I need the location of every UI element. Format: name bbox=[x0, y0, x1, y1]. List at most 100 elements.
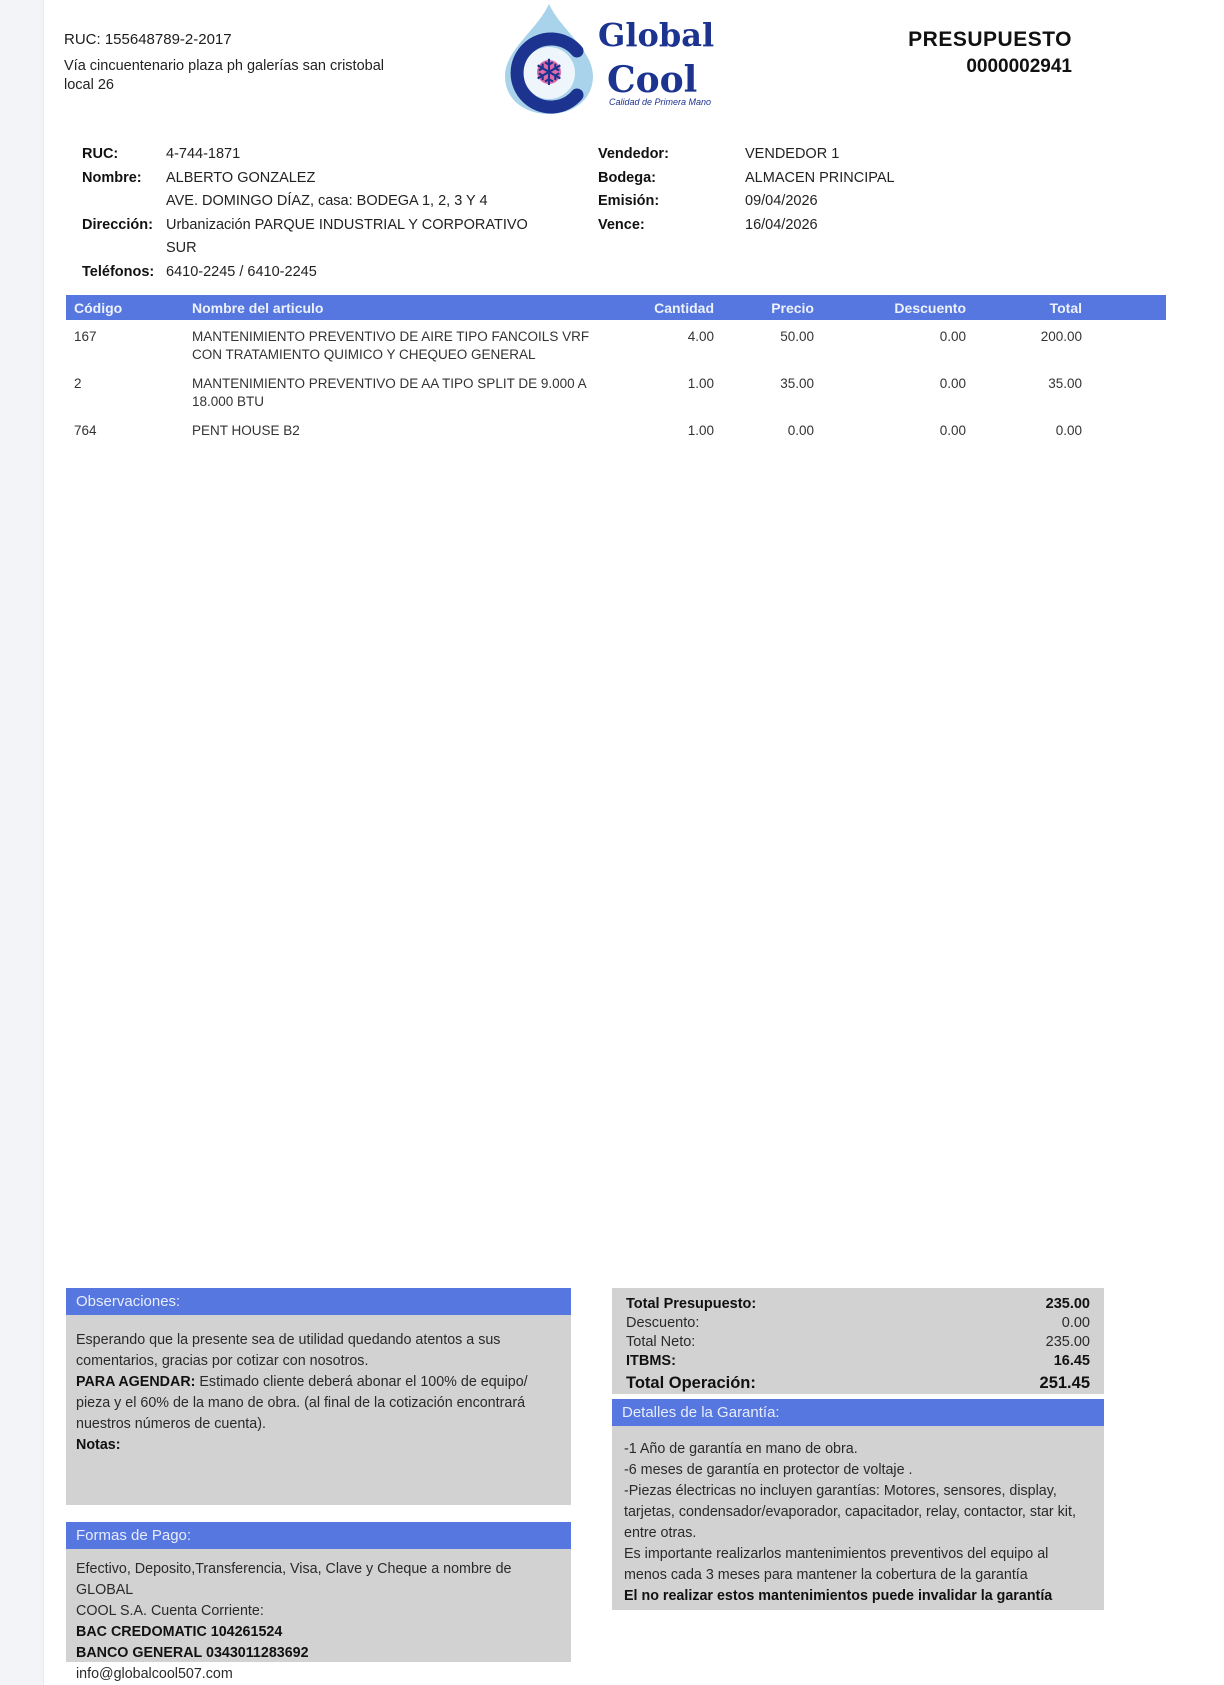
cell-nombre: MANTENIMIENTO PREVENTIVO DE AA TIPO SPLI… bbox=[192, 376, 587, 409]
bodega-label: Bodega: bbox=[598, 169, 656, 186]
total-neto-label: Total Neto: bbox=[626, 1334, 696, 1350]
bodega-row: Bodega: ALMACEN PRINCIPAL bbox=[598, 167, 1028, 191]
snowflake-icon: ❄ bbox=[534, 52, 564, 93]
cell-precio: 0.00 bbox=[787, 423, 814, 438]
itbms-value: 16.45 bbox=[1053, 1353, 1090, 1369]
company-logo: ❄ Global Cool Calidad de Primera Mano bbox=[487, 2, 717, 116]
garantia-warning: El no realizar estos mantenimientos pued… bbox=[624, 1588, 1053, 1604]
cell-precio: 50.00 bbox=[780, 329, 814, 344]
para-agendar-text: Estimado cliente deberá abonar el 100% d… bbox=[76, 1374, 528, 1432]
client-info-left: RUC: 4-744-1871 Nombre: ALBERTO GONZALEZ… bbox=[82, 143, 582, 284]
total-presupuesto-value: 235.00 bbox=[1045, 1296, 1090, 1312]
formas-pago-header: Formas de Pago: bbox=[66, 1522, 571, 1549]
total-presupuesto-row: Total Presupuesto: 235.00 bbox=[626, 1295, 1090, 1314]
col-header-nombre: Nombre del articulo bbox=[192, 299, 324, 316]
emision-row: Emisión: 09/04/2026 bbox=[598, 190, 1028, 214]
garantia-header: Detalles de la Garantía: bbox=[612, 1399, 1104, 1426]
client-ruc-label: RUC: bbox=[82, 146, 119, 162]
cell-descuento: 0.00 bbox=[939, 329, 966, 344]
total-neto-value: 235.00 bbox=[1045, 1334, 1090, 1350]
snowflake-center bbox=[537, 60, 561, 84]
emision-label: Emisión: bbox=[598, 193, 660, 209]
doc-number: 0000002941 bbox=[966, 56, 1072, 77]
client-direccion-row: Dirección: AVE. DOMINGO DÍAZ, casa: BODE… bbox=[82, 190, 582, 261]
cell-codigo: 2 bbox=[74, 376, 82, 391]
col-header-codigo: Código bbox=[74, 299, 123, 316]
descuento-value: 0.00 bbox=[1061, 1315, 1090, 1331]
cell-nombre: PENT HOUSE B2 bbox=[192, 423, 300, 438]
total-operacion-value: 251.45 bbox=[1039, 1374, 1090, 1392]
client-direccion-value: AVE. DOMINGO DÍAZ, casa: BODEGA 1, 2, 3 … bbox=[166, 193, 528, 256]
formas-pago-intro: Efectivo, Deposito,Transferencia, Visa, … bbox=[76, 1561, 512, 1619]
observaciones-para1: Esperando que la presente sea de utilida… bbox=[76, 1332, 501, 1369]
bodega-value: ALMACEN PRINCIPAL bbox=[745, 169, 895, 186]
descuento-row: Descuento: 0.00 bbox=[626, 1314, 1090, 1333]
items-table: Código Nombre del articulo Cantidad Prec… bbox=[66, 295, 1166, 440]
logo-word-global: Global bbox=[598, 16, 714, 54]
items-table-body: 167 MANTENIMIENTO PREVENTIVO DE AIRE TIP… bbox=[66, 320, 1166, 440]
vence-row: Vence: 16/04/2026 bbox=[598, 214, 1028, 238]
items-table-header: Código Nombre del articulo Cantidad Prec… bbox=[66, 295, 1166, 320]
observaciones-body: Esperando que la presente sea de utilida… bbox=[66, 1315, 571, 1505]
vendedor-value: VENDEDOR 1 bbox=[745, 146, 840, 162]
total-presupuesto-label: Total Presupuesto: bbox=[626, 1296, 757, 1312]
total-neto-row: Total Neto: 235.00 bbox=[626, 1333, 1090, 1352]
client-telefonos-value: 6410-2245 / 6410-2245 bbox=[166, 263, 317, 280]
client-telefonos-row: Teléfonos: 6410-2245 / 6410-2245 bbox=[82, 261, 582, 285]
col-header-descuento: Descuento bbox=[894, 299, 966, 316]
itbms-row: ITBMS: 16.45 bbox=[626, 1352, 1090, 1371]
notas-label: Notas: bbox=[76, 1437, 121, 1453]
logo-graphic: ❄ Global Cool Calidad de Primera Mano bbox=[505, 4, 714, 114]
cell-nombre: MANTENIMIENTO PREVENTIVO DE AIRE TIPO FA… bbox=[192, 329, 590, 362]
client-ruc-row: RUC: 4-744-1871 bbox=[82, 143, 582, 167]
scan-page-edge bbox=[0, 0, 44, 1685]
logo-word-cool: Cool bbox=[607, 59, 697, 101]
col-header-total: Total bbox=[1049, 299, 1082, 316]
descuento-label: Descuento: bbox=[626, 1315, 700, 1331]
col-header-precio: Precio bbox=[771, 299, 814, 316]
logo-tagline: Calidad de Primera Mano bbox=[609, 97, 711, 107]
formas-pago-body: Efectivo, Deposito,Transferencia, Visa, … bbox=[66, 1549, 571, 1682]
cell-codigo: 764 bbox=[74, 423, 97, 438]
garantia-body: -1 Año de garantía en mano de obra. -6 m… bbox=[612, 1426, 1104, 1610]
observaciones-para2: PARA AGENDAR: Estimado cliente deberá ab… bbox=[76, 1372, 561, 1435]
cell-descuento: 0.00 bbox=[939, 423, 966, 438]
logo-c-swoosh bbox=[510, 32, 584, 114]
cell-total: 35.00 bbox=[1048, 376, 1082, 391]
cell-cantidad: 4.00 bbox=[687, 329, 714, 344]
garantia-line: -6 meses de garantía en protector de vol… bbox=[624, 1462, 913, 1478]
vendedor-label: Vendedor: bbox=[598, 146, 669, 162]
cell-codigo: 167 bbox=[74, 329, 97, 344]
client-info-right: Vendedor: VENDEDOR 1 Bodega: ALMACEN PRI… bbox=[598, 143, 1028, 237]
para-agendar-label: PARA AGENDAR: bbox=[76, 1374, 196, 1390]
emision-value: 09/04/2026 bbox=[745, 193, 818, 209]
total-operacion-label: Total Operación: bbox=[626, 1374, 756, 1392]
garantia-line: -Piezas électricas no incluyen garantías… bbox=[624, 1483, 1076, 1541]
contact-email: info@globalcool507.com bbox=[76, 1666, 233, 1682]
observaciones-header: Observaciones: bbox=[66, 1288, 571, 1315]
client-nombre-label: Nombre: bbox=[82, 169, 142, 186]
company-ruc: RUC: 155648789-2-2017 bbox=[64, 31, 232, 48]
cuenta-bac: BAC CREDOMATIC 104261524 bbox=[76, 1624, 283, 1640]
client-telefonos-label: Teléfonos: bbox=[82, 263, 155, 280]
client-ruc-value: 4-744-1871 bbox=[166, 146, 241, 162]
company-info: RUC: 155648789-2-2017 Vía cincuentenario… bbox=[64, 31, 464, 95]
document-id-block: PRESUPUESTO 0000002941 bbox=[790, 28, 1072, 78]
vence-label: Vence: bbox=[598, 216, 645, 233]
itbms-label: ITBMS: bbox=[626, 1353, 676, 1369]
totals-box: Total Presupuesto: 235.00 Descuento: 0.0… bbox=[612, 1288, 1104, 1394]
item-row: 167 MANTENIMIENTO PREVENTIVO DE AIRE TIP… bbox=[66, 328, 1166, 364]
client-nombre-row: Nombre: ALBERTO GONZALEZ bbox=[82, 167, 582, 191]
vendedor-row: Vendedor: VENDEDOR 1 bbox=[598, 143, 1028, 167]
cell-precio: 35.00 bbox=[780, 376, 814, 391]
doc-title: PRESUPUESTO bbox=[908, 28, 1072, 51]
cell-descuento: 0.00 bbox=[939, 376, 966, 391]
col-header-cantidad: Cantidad bbox=[654, 299, 714, 316]
item-row: 2 MANTENIMIENTO PREVENTIVO DE AA TIPO SP… bbox=[66, 375, 1166, 411]
cell-total: 0.00 bbox=[1055, 423, 1082, 438]
client-nombre-value: ALBERTO GONZALEZ bbox=[166, 169, 316, 186]
cell-cantidad: 1.00 bbox=[687, 423, 714, 438]
company-address: Vía cincuentenario plaza ph galerías san… bbox=[64, 58, 384, 93]
cuenta-banco-general: BANCO GENERAL 0343011283692 bbox=[76, 1645, 309, 1661]
